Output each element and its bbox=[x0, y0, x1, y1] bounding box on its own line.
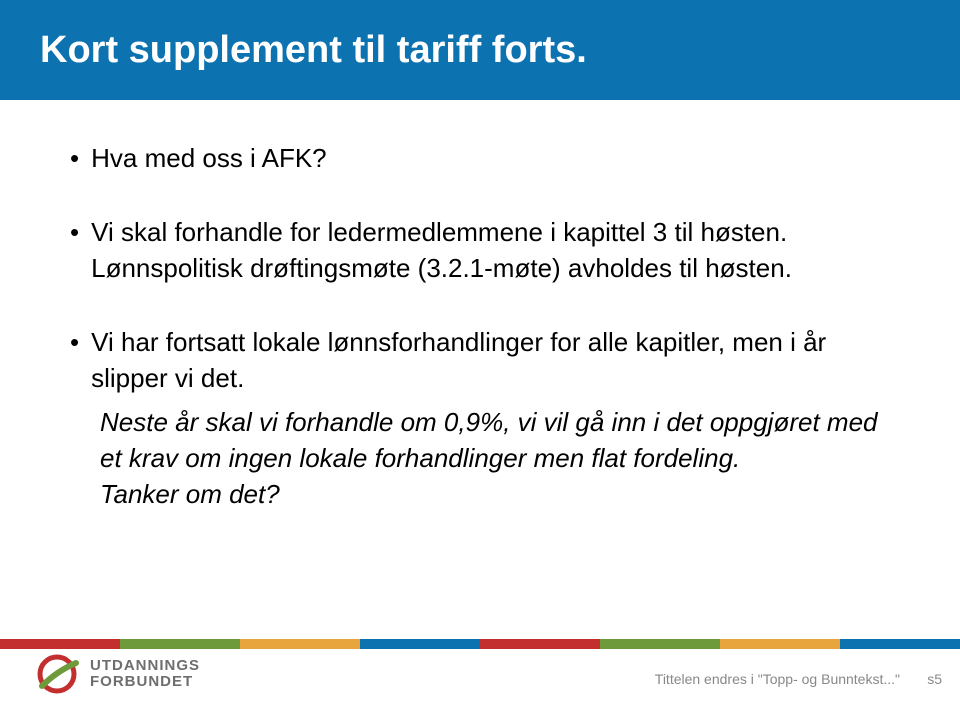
logo: UTDANNINGS FORBUNDET bbox=[34, 651, 200, 697]
bullet-text: Vi skal forhandle for ledermedlemmene i … bbox=[91, 214, 900, 286]
bullet-item: • Hva med oss i AFK? bbox=[70, 140, 900, 176]
bullet-subtext: Neste år skal vi forhandle om 0,9%, vi v… bbox=[100, 404, 900, 476]
page-number: s5 bbox=[927, 671, 942, 687]
bullet-marker: • bbox=[70, 324, 79, 360]
footer-text: Tittelen endres i "Topp- og Bunntekst...… bbox=[655, 671, 900, 687]
bullet-item: • Vi har fortsatt lokale lønnsforhandlin… bbox=[70, 324, 900, 396]
bullet-marker: • bbox=[70, 140, 79, 176]
logo-text: UTDANNINGS FORBUNDET bbox=[90, 658, 200, 690]
bullet-marker: • bbox=[70, 214, 79, 250]
logo-line2: FORBUNDET bbox=[90, 674, 200, 690]
bullet-subtext: Tanker om det? bbox=[100, 476, 900, 512]
slide-title: Kort supplement til tariff forts. bbox=[40, 29, 587, 72]
slide-content: • Hva med oss i AFK? • Vi skal forhandle… bbox=[70, 140, 900, 512]
logo-mark bbox=[34, 651, 80, 697]
bullet-text: Vi har fortsatt lokale lønnsforhandlinge… bbox=[91, 324, 900, 396]
logo-line1: UTDANNINGS bbox=[90, 658, 200, 674]
bullet-text: Hva med oss i AFK? bbox=[91, 140, 327, 176]
title-band: Kort supplement til tariff forts. bbox=[0, 0, 960, 100]
footer-stripes bbox=[0, 639, 960, 649]
bullet-item: • Vi skal forhandle for ledermedlemmene … bbox=[70, 214, 900, 286]
